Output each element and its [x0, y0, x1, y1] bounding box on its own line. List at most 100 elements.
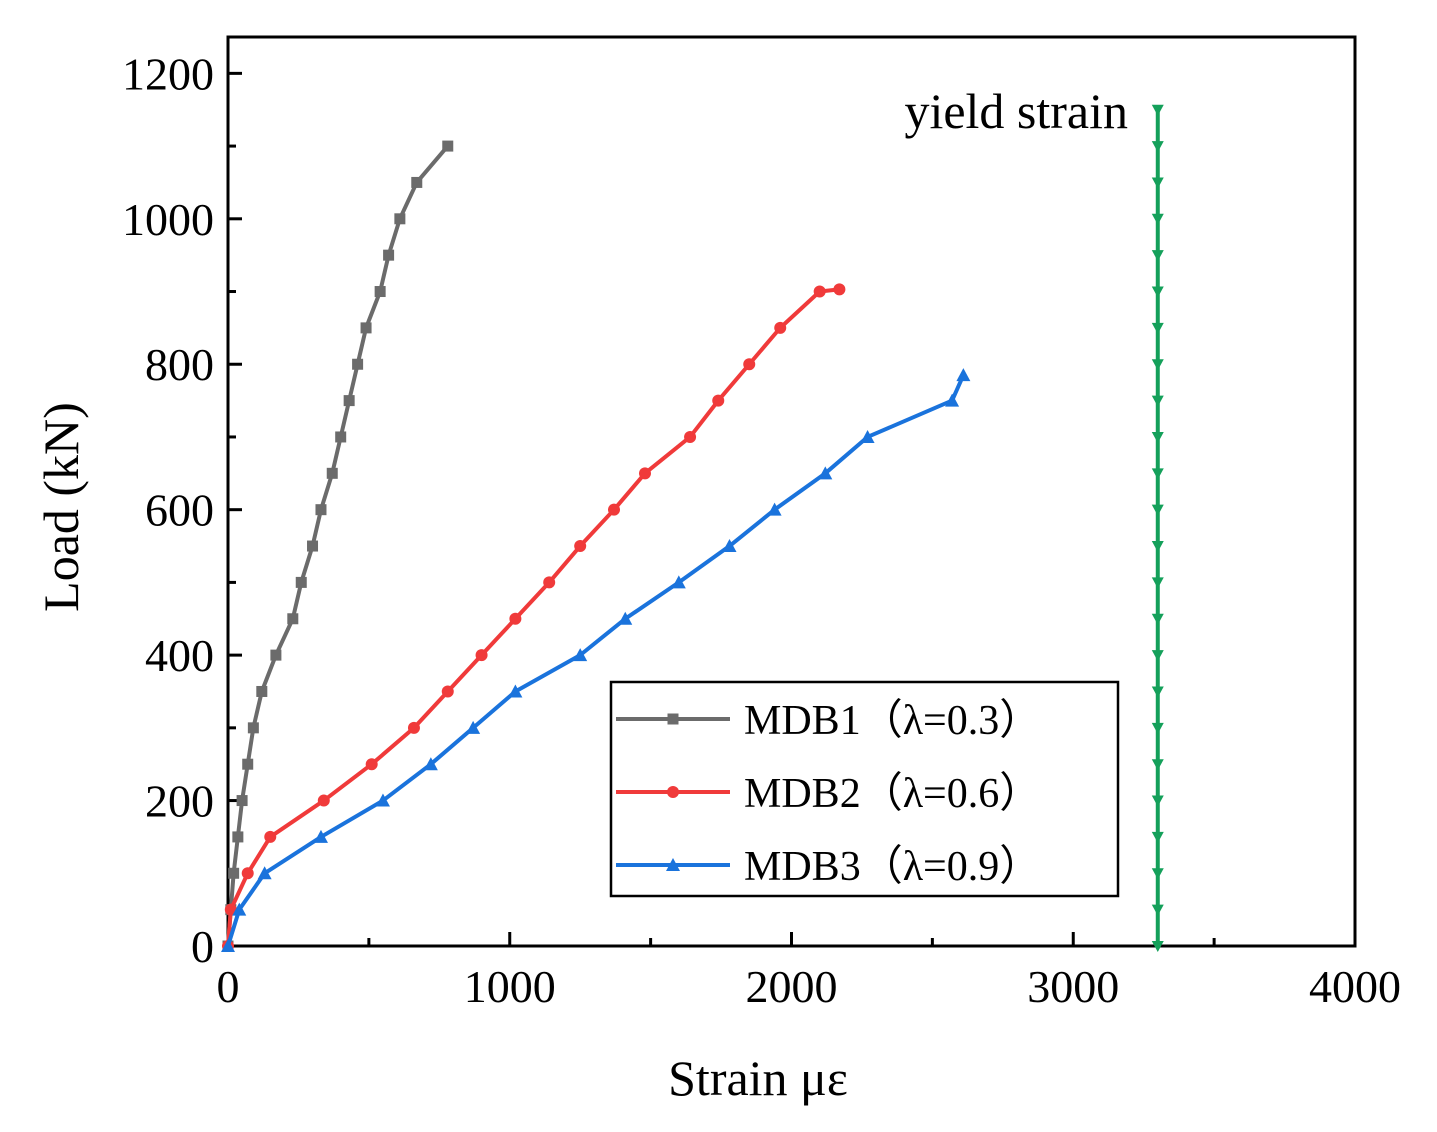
- data-point: [411, 176, 423, 188]
- data-point: [1151, 904, 1164, 916]
- data-point: [638, 467, 651, 480]
- data-point: [1151, 177, 1164, 189]
- data-point: [441, 685, 454, 698]
- data-point: [722, 539, 737, 553]
- data-point: [1151, 359, 1164, 371]
- legend-marker: [666, 858, 680, 871]
- data-point: [295, 576, 307, 588]
- data-point: [1151, 141, 1164, 153]
- data-point: [221, 939, 235, 952]
- data-point: [326, 467, 338, 479]
- y-tick-label: 0: [191, 921, 214, 972]
- data-point: [236, 795, 248, 807]
- data-point: [247, 722, 259, 734]
- data-point: [1151, 795, 1164, 807]
- data-point: [1151, 686, 1164, 698]
- data-point: [315, 504, 327, 516]
- legend-label: MDB3（λ=0.9）: [744, 844, 1041, 890]
- legend: MDB1（λ=0.3） MDB2（λ=0.6） MDB3（λ=0.9）: [609, 680, 1120, 898]
- data-point: [1151, 213, 1164, 225]
- y-tick-label: 400: [145, 630, 214, 681]
- x-tick-label: 4000: [1309, 961, 1401, 1012]
- data-point: [475, 649, 488, 662]
- x-axis-title: Strain με: [668, 1050, 848, 1106]
- data-point: [1151, 431, 1164, 443]
- y-tick-label: 800: [145, 339, 214, 390]
- data-point: [1151, 250, 1164, 262]
- legend-marker: [667, 713, 679, 725]
- data-point: [232, 831, 244, 843]
- data-point: [684, 430, 697, 443]
- data-point: [833, 283, 846, 296]
- x-tick-label: 2000: [746, 961, 838, 1012]
- data-point: [317, 794, 330, 807]
- tick-labels: 0 1000 2000 3000 4000 0 200 400 600 800 1000 1200: [122, 48, 1401, 1012]
- data-point: [466, 720, 481, 734]
- data-point: [818, 466, 833, 480]
- data-point: [573, 648, 588, 662]
- data-point: [712, 394, 725, 407]
- data-point: [442, 140, 454, 152]
- data-point: [242, 758, 254, 770]
- data-point: [257, 866, 272, 880]
- data-point: [1151, 650, 1164, 662]
- legend-label: MDB1（λ=0.3）: [744, 698, 1041, 744]
- y-tick-label: 600: [145, 485, 214, 536]
- data-point: [508, 684, 523, 698]
- legend-marker: [667, 786, 679, 798]
- data-point: [1151, 831, 1164, 843]
- data-point: [232, 902, 247, 916]
- x-tick-label: 1000: [464, 961, 556, 1012]
- data-point: [1151, 322, 1164, 334]
- x-tick-label: 3000: [1027, 961, 1119, 1012]
- data-point: [423, 757, 438, 771]
- data-point: [375, 793, 390, 807]
- series-2: [222, 283, 846, 952]
- data-point: [543, 576, 556, 589]
- data-point: [671, 575, 686, 589]
- data-point: [407, 721, 420, 734]
- y-tick-label: 200: [145, 776, 214, 827]
- data-point: [767, 502, 782, 516]
- data-point: [774, 321, 787, 334]
- data-point: [607, 503, 620, 516]
- data-point: [313, 829, 328, 843]
- data-point: [945, 393, 960, 407]
- series-3: [221, 368, 971, 952]
- data-point: [360, 322, 372, 334]
- y-axis-title: Load (kN): [33, 402, 89, 612]
- data-point: [394, 213, 406, 225]
- data-point: [365, 758, 378, 771]
- legend-label: MDB2（λ=0.6）: [744, 771, 1041, 817]
- data-point: [343, 395, 355, 407]
- data-point: [374, 286, 386, 298]
- data-point: [241, 867, 254, 880]
- data-point: [1151, 759, 1164, 771]
- data-point: [743, 358, 756, 371]
- data-point: [256, 685, 268, 697]
- y-tick-label: 1200: [122, 48, 214, 99]
- y-tick-label: 1000: [122, 194, 214, 245]
- data-point: [264, 830, 277, 843]
- data-point: [383, 249, 395, 261]
- data-point: [618, 611, 633, 625]
- data-point: [860, 429, 875, 443]
- series-1: [222, 140, 454, 952]
- data-point: [335, 431, 347, 443]
- data-point: [224, 903, 237, 916]
- data-point: [1151, 577, 1164, 589]
- series-line: [226, 287, 840, 947]
- data-point: [307, 540, 319, 552]
- data-point: [228, 867, 240, 879]
- series-layer: [221, 104, 1164, 952]
- data-point: [1151, 286, 1164, 298]
- data-point: [270, 649, 282, 661]
- yield-strain-annotation: yield strain: [904, 83, 1128, 139]
- data-point: [287, 613, 299, 625]
- data-point: [1151, 395, 1164, 407]
- data-point: [509, 612, 522, 625]
- data-point: [1151, 941, 1164, 952]
- data-point: [1151, 468, 1164, 480]
- data-point: [1151, 504, 1164, 516]
